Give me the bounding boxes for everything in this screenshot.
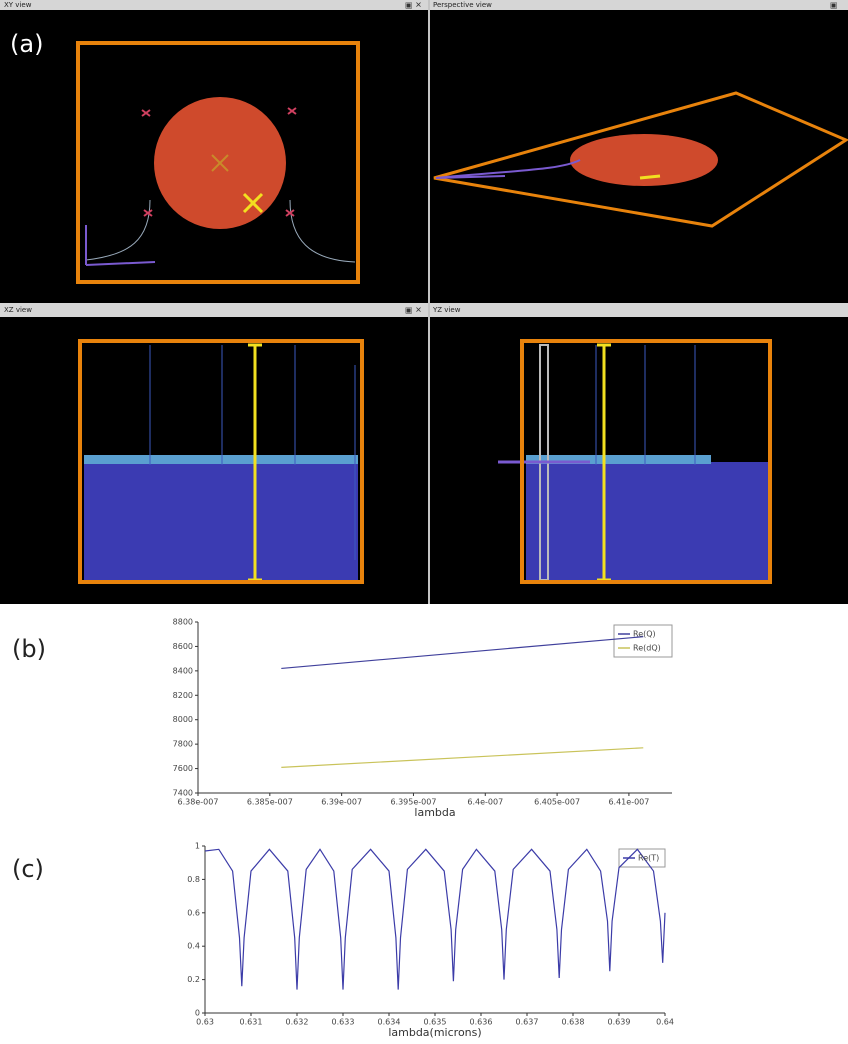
x-tick-label: 6.38e-007 bbox=[178, 798, 219, 807]
x-tick-label: 6.385e-007 bbox=[247, 798, 293, 807]
substrate bbox=[526, 462, 768, 580]
perspective-view: Perspective view ▣ bbox=[430, 0, 848, 303]
x-axis-label: lambda(microns) bbox=[388, 1026, 481, 1039]
y-tick-label: 7800 bbox=[173, 740, 193, 749]
y-tick-label: 8800 bbox=[173, 618, 193, 627]
x-tick-label: 6.4e-007 bbox=[467, 798, 503, 807]
x-tick-label: 0.63 bbox=[196, 1018, 214, 1027]
x-tick-label: 0.637 bbox=[516, 1018, 539, 1027]
y-tick-label: 0 bbox=[195, 1009, 200, 1018]
yz-view: YZ view bbox=[430, 303, 848, 604]
window-buttons[interactable]: ▣ ✕ bbox=[405, 1, 422, 10]
x-tick-label: 0.633 bbox=[332, 1018, 355, 1027]
title-bar bbox=[0, 303, 428, 317]
title-bar bbox=[0, 0, 428, 10]
disk-layer bbox=[84, 455, 358, 464]
y-tick-label: 8200 bbox=[173, 691, 193, 700]
y-tick-label: 0.2 bbox=[187, 975, 200, 984]
legend-label: Re(Q) bbox=[633, 630, 656, 639]
substrate bbox=[84, 462, 358, 580]
x-tick-label: 0.639 bbox=[608, 1018, 631, 1027]
x-tick-label: 6.39e-007 bbox=[321, 798, 362, 807]
figure: XY view ▣ ✕ (a) Perspective view ▣ XZ vi… bbox=[0, 0, 848, 1044]
chart-b: 7400 7600 7800 8000 8200 8400 8600 8800 6.38e-00… bbox=[173, 618, 672, 820]
x-tick-label: 0.631 bbox=[240, 1018, 263, 1027]
panel-label: (a) bbox=[10, 30, 43, 58]
source-marker bbox=[640, 176, 660, 178]
y-tick-label: 0.8 bbox=[187, 875, 200, 884]
window-buttons[interactable]: ▣ ✕ bbox=[405, 306, 422, 315]
panel-label: (c) bbox=[12, 855, 44, 883]
xy-view: XY view ▣ ✕ (a) bbox=[0, 0, 428, 303]
x-tick-label: 0.632 bbox=[286, 1018, 309, 1027]
series-line bbox=[281, 748, 643, 768]
view-title: YZ view bbox=[432, 306, 461, 314]
legend-label: Re(T) bbox=[638, 854, 659, 863]
page: {"panels": ["(a)", "(b)", "(c)"], "views… bbox=[0, 0, 848, 1044]
view-title: Perspective view bbox=[433, 1, 492, 9]
window-buttons[interactable]: ▣ bbox=[830, 1, 838, 10]
x-tick-label: 6.41e-007 bbox=[608, 798, 649, 807]
series-line bbox=[281, 637, 643, 669]
legend-label: Re(dQ) bbox=[633, 644, 661, 653]
x-axis-label: lambda bbox=[414, 806, 455, 819]
x-tick-label: 0.638 bbox=[562, 1018, 585, 1027]
view-title: XY view bbox=[4, 1, 32, 9]
panel-label: (b) bbox=[12, 635, 46, 663]
y-tick-label: 7600 bbox=[173, 764, 193, 773]
view-title: XZ view bbox=[4, 306, 32, 314]
x-tick-label: 6.405e-007 bbox=[534, 798, 580, 807]
series-line bbox=[205, 849, 665, 989]
axis-line bbox=[198, 622, 672, 793]
y-tick-label: 1 bbox=[195, 842, 200, 851]
y-tick-label: 0.6 bbox=[187, 908, 200, 917]
y-tick-label: 8400 bbox=[173, 666, 193, 675]
xz-view: XZ view ▣ ✕ bbox=[0, 303, 428, 604]
axis-line bbox=[205, 846, 665, 1013]
y-tick-label: 8600 bbox=[173, 642, 193, 651]
y-tick-label: 7400 bbox=[173, 789, 193, 798]
title-bar bbox=[430, 0, 848, 10]
y-tick-label: 0.4 bbox=[187, 942, 200, 951]
title-bar bbox=[430, 303, 848, 317]
y-tick-label: 8000 bbox=[173, 715, 193, 724]
x-tick-label: 0.64 bbox=[656, 1018, 674, 1027]
